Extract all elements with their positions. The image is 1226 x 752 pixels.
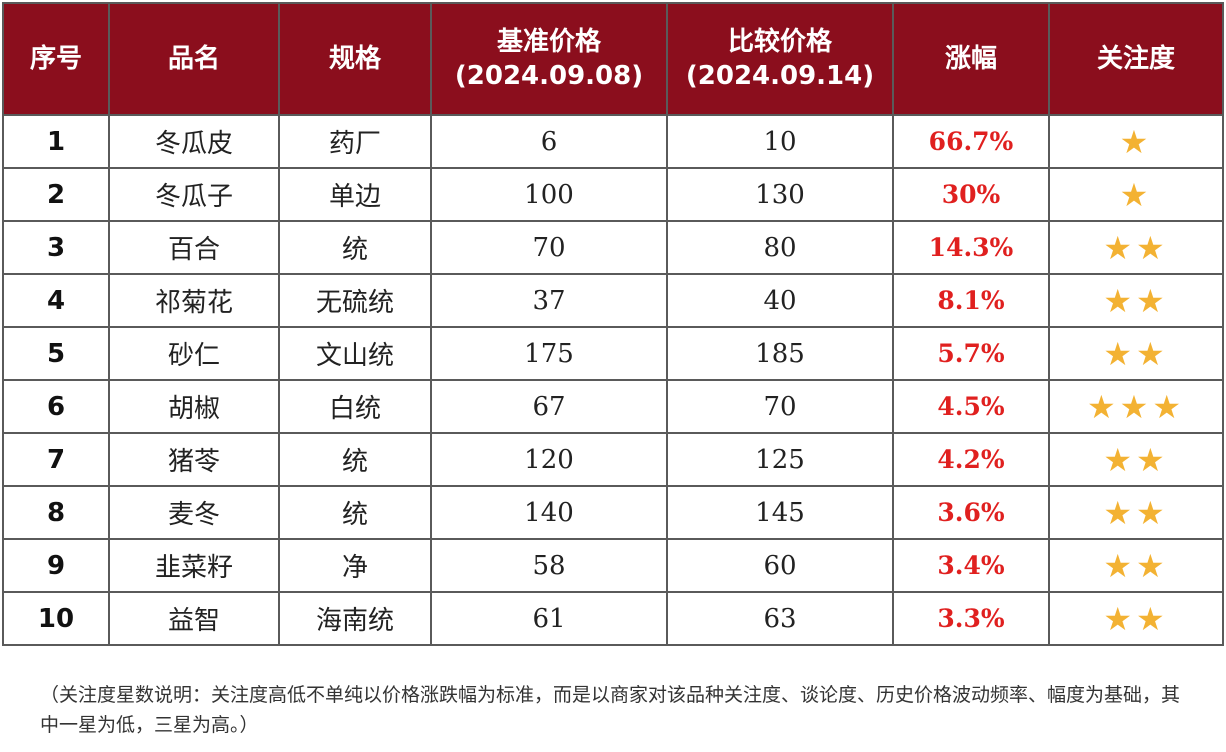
cell-index: 9 [2,538,110,593]
header-spec: 规格 [278,2,432,116]
cell-spec: 统 [278,485,432,540]
header-base-price-label: 基准价格 [496,27,601,57]
table-row: 1 冬瓜皮 药厂 6 10 66.7% ★ [2,114,1224,169]
cell-compare-price: 70 [666,379,894,434]
table-row: 10 益智 海南统 61 63 3.3% ★★ [2,591,1224,646]
cell-base-price: 58 [430,538,668,593]
header-compare-price-label: 比较价格 [727,27,832,57]
cell-base-price: 100 [430,167,668,222]
cell-change: 30% [892,167,1050,222]
cell-index: 10 [2,591,110,646]
cell-name: 冬瓜皮 [108,114,280,169]
cell-index: 7 [2,432,110,487]
cell-compare-price: 125 [666,432,894,487]
cell-change: 8.1% [892,273,1050,328]
cell-name: 益智 [108,591,280,646]
table-row: 4 祁菊花 无硫统 37 40 8.1% ★★ [2,273,1224,328]
star-rating-icon: ★★ [1048,273,1224,328]
cell-compare-price: 10 [666,114,894,169]
header-base-price: 基准价格 (2024.09.08) [430,2,668,116]
table-row: 9 韭菜籽 净 58 60 3.4% ★★ [2,538,1224,593]
cell-change: 4.5% [892,379,1050,434]
cell-name: 砂仁 [108,326,280,381]
cell-name: 韭菜籽 [108,538,280,593]
cell-base-price: 140 [430,485,668,540]
cell-compare-price: 80 [666,220,894,275]
cell-index: 4 [2,273,110,328]
cell-base-price: 37 [430,273,668,328]
star-rating-icon: ★★ [1048,485,1224,540]
cell-change: 5.7% [892,326,1050,381]
attention-footnote: （关注度星数说明：关注度高低不单纯以价格涨跌幅为标准，而是以商家对该品种关注度、… [40,684,1181,736]
cell-base-price: 67 [430,379,668,434]
header-change: 涨幅 [892,2,1050,116]
header-compare-date: (2024.09.14) [685,61,875,91]
cell-spec: 海南统 [278,591,432,646]
cell-compare-price: 40 [666,273,894,328]
cell-change: 66.7% [892,114,1050,169]
cell-spec: 单边 [278,167,432,222]
cell-name: 百合 [108,220,280,275]
cell-base-price: 61 [430,591,668,646]
star-rating-icon: ★★ [1048,220,1224,275]
cell-index: 5 [2,326,110,381]
star-rating-icon: ★★ [1048,538,1224,593]
cell-index: 3 [2,220,110,275]
cell-spec: 文山统 [278,326,432,381]
cell-change: 3.3% [892,591,1050,646]
table-row: 5 砂仁 文山统 175 185 5.7% ★★ [2,326,1224,381]
cell-compare-price: 130 [666,167,894,222]
cell-spec: 白统 [278,379,432,434]
star-rating-icon: ★★ [1048,591,1224,646]
header-row: 序号 品名 规格 基准价格 (2024.09.08) 比较价格 (2024.09… [2,2,1224,116]
cell-spec: 统 [278,220,432,275]
cell-compare-price: 145 [666,485,894,540]
table-row: 3 百合 统 70 80 14.3% ★★ [2,220,1224,275]
header-attention: 关注度 [1048,2,1224,116]
star-rating-icon: ★ [1048,114,1224,169]
cell-name: 祁菊花 [108,273,280,328]
star-rating-icon: ★ [1048,167,1224,222]
table-row: 6 胡椒 白统 67 70 4.5% ★★★ [2,379,1224,434]
table-row: 7 猪苓 统 120 125 4.2% ★★ [2,432,1224,487]
cell-name: 麦冬 [108,485,280,540]
cell-base-price: 120 [430,432,668,487]
cell-change: 3.4% [892,538,1050,593]
cell-index: 8 [2,485,110,540]
header-index: 序号 [2,2,110,116]
cell-spec: 药厂 [278,114,432,169]
cell-index: 1 [2,114,110,169]
cell-name: 猪苓 [108,432,280,487]
price-change-table: 序号 品名 规格 基准价格 (2024.09.08) 比较价格 (2024.09… [2,2,1224,646]
header-base-date: (2024.09.08) [454,61,644,91]
cell-spec: 统 [278,432,432,487]
cell-spec: 净 [278,538,432,593]
cell-base-price: 70 [430,220,668,275]
star-rating-icon: ★★ [1048,432,1224,487]
header-name: 品名 [108,2,280,116]
cell-name: 冬瓜子 [108,167,280,222]
cell-base-price: 6 [430,114,668,169]
table-row: 8 麦冬 统 140 145 3.6% ★★ [2,485,1224,540]
cell-index: 6 [2,379,110,434]
table-row: 2 冬瓜子 单边 100 130 30% ★ [2,167,1224,222]
cell-change: 3.6% [892,485,1050,540]
cell-change: 4.2% [892,432,1050,487]
cell-base-price: 175 [430,326,668,381]
table-header: 序号 品名 规格 基准价格 (2024.09.08) 比较价格 (2024.09… [2,2,1224,116]
cell-compare-price: 60 [666,538,894,593]
cell-spec: 无硫统 [278,273,432,328]
table-body: 1 冬瓜皮 药厂 6 10 66.7% ★ 2 冬瓜子 单边 100 130 3… [2,114,1224,646]
cell-compare-price: 185 [666,326,894,381]
cell-change: 14.3% [892,220,1050,275]
header-compare-price: 比较价格 (2024.09.14) [666,2,894,116]
star-rating-icon: ★★★ [1048,379,1224,434]
cell-name: 胡椒 [108,379,280,434]
cell-index: 2 [2,167,110,222]
star-rating-icon: ★★ [1048,326,1224,381]
cell-compare-price: 63 [666,591,894,646]
